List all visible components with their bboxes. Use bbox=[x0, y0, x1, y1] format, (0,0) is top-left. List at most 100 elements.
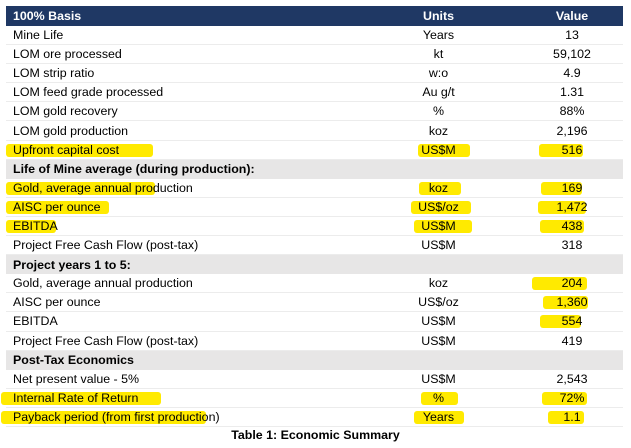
highlighter-mark bbox=[414, 219, 472, 233]
economic-summary-table: 100% Basis Units Value Mine Life Years 13 L… bbox=[1, 6, 623, 427]
header-basis: 100% Basis bbox=[13, 9, 82, 23]
table-row: LOM gold recovery% 88% bbox=[6, 102, 623, 122]
table-body: Mine Life Years 13 LOM ore processed kt 59,10… bbox=[1, 26, 623, 427]
row-units: koz bbox=[428, 276, 449, 291]
highlighter-mark bbox=[543, 296, 588, 310]
table-row: Payback period (from first production) Ye… bbox=[1, 408, 623, 427]
row-label: AISC per ounce bbox=[13, 199, 101, 214]
highlighter-mark bbox=[541, 181, 582, 195]
highlighter-mark bbox=[6, 200, 109, 214]
row-units: US$M bbox=[421, 371, 456, 386]
table-row: AISC per ounce US$/oz 1,360 bbox=[6, 293, 623, 313]
highlighter-mark bbox=[6, 219, 56, 233]
row-label: LOM strip ratio bbox=[13, 66, 95, 81]
row-units: US$/oz bbox=[418, 199, 459, 214]
row-label: LOM feed grade processed bbox=[13, 85, 164, 100]
highlighter-mark bbox=[542, 391, 587, 405]
table-row: EBITDA US$M 438 bbox=[6, 217, 623, 237]
row-label: Mine Life bbox=[13, 28, 64, 43]
row-units: koz bbox=[428, 123, 449, 138]
section-row: Life of Mine average (during production)… bbox=[6, 159, 623, 179]
section-row: Project years 1 to 5: bbox=[6, 255, 623, 275]
table-row: LOM feed grade processed Au g/t 1.31 bbox=[6, 83, 623, 103]
row-value: 88% bbox=[559, 104, 585, 119]
section-title: Project years 1 to 5: bbox=[13, 257, 131, 272]
row-label: LOM gold recovery bbox=[13, 104, 118, 119]
table-row: EBITDA US$M 554 bbox=[6, 312, 623, 332]
section-title: Post-Tax Economics bbox=[13, 353, 134, 368]
row-value: 13 bbox=[565, 28, 579, 43]
row-units: koz bbox=[428, 180, 449, 195]
row-units: Au g/t bbox=[422, 85, 455, 100]
row-units: US$M bbox=[421, 333, 456, 348]
highlighter-mark bbox=[532, 277, 587, 291]
row-value: 516 bbox=[561, 142, 583, 157]
row-value: 1.1 bbox=[563, 409, 581, 424]
row-value: 2,196 bbox=[556, 123, 588, 138]
highlighter-mark bbox=[1, 410, 206, 424]
highlighter-mark bbox=[1, 391, 161, 405]
highlighter-mark bbox=[538, 200, 586, 214]
highlighter-mark bbox=[6, 143, 153, 157]
table-row: Upfront capital cost US$M 516 bbox=[6, 141, 623, 160]
table-row: Project Free Cash Flow (post-tax) US$M 318 bbox=[6, 236, 623, 256]
row-label: Project Free Cash Flow (post-tax) bbox=[13, 238, 199, 253]
row-units: % bbox=[432, 104, 445, 119]
row-label: Internal Rate of Return bbox=[13, 390, 139, 405]
highlighter-mark bbox=[414, 410, 464, 424]
highlighter-mark bbox=[421, 391, 458, 405]
row-units: US$M bbox=[421, 142, 456, 157]
highlighter-mark bbox=[540, 315, 581, 329]
highlighter-mark bbox=[539, 143, 583, 157]
table-row: LOM strip ratio w:o 4.9 bbox=[6, 64, 623, 84]
row-label: Payback period (from first production) bbox=[13, 409, 220, 424]
row-label: AISC per ounce bbox=[13, 295, 101, 310]
table-row: Internal Rate of Return% 72% bbox=[1, 389, 623, 408]
table-row: Project Free Cash Flow (post-tax) US$M 419 bbox=[6, 332, 623, 351]
highlighter-mark bbox=[411, 200, 471, 214]
header-value: Value bbox=[555, 9, 589, 23]
table-row: Net present value - 5% US$M 2,543 bbox=[6, 370, 623, 389]
table-row: Gold, average annual production koz 169 bbox=[6, 179, 623, 198]
row-units: Years bbox=[422, 28, 455, 43]
table-row: LOM ore processed kt 59,102 bbox=[6, 45, 623, 65]
row-value: 4.9 bbox=[563, 66, 581, 81]
header-units: Units bbox=[423, 9, 454, 23]
row-label: LOM ore processed bbox=[13, 47, 122, 62]
row-label: Gold, average annual production bbox=[13, 180, 193, 195]
row-value: 72% bbox=[559, 390, 585, 405]
row-value: 419 bbox=[561, 333, 583, 348]
row-value: 59,102 bbox=[553, 47, 591, 62]
row-units: w:o bbox=[428, 66, 449, 81]
section-row: Post-Tax Economics bbox=[6, 350, 623, 370]
row-value: 204 bbox=[561, 276, 583, 291]
row-value: 1,360 bbox=[556, 295, 588, 310]
row-units: US$M bbox=[421, 218, 456, 233]
table-row: LOM gold production koz 2,196 bbox=[6, 121, 623, 141]
row-units: % bbox=[432, 390, 445, 405]
row-value: 2,543 bbox=[556, 371, 588, 386]
row-value: 554 bbox=[561, 314, 583, 329]
row-label: EBITDA bbox=[13, 218, 58, 233]
table-row: Mine Life Years 13 bbox=[6, 26, 623, 46]
table-header-row: 100% Basis Units Value bbox=[6, 6, 623, 26]
row-label: Upfront capital cost bbox=[13, 142, 120, 157]
row-value: 318 bbox=[561, 238, 583, 253]
row-label: Project Free Cash Flow (post-tax) bbox=[13, 333, 199, 348]
row-label: Net present value - 5% bbox=[13, 371, 140, 386]
row-units: US$M bbox=[421, 238, 456, 253]
table-row: AISC per ounce US$/oz 1,472 bbox=[6, 198, 623, 217]
highlighter-mark bbox=[548, 410, 584, 424]
row-units: US$/oz bbox=[418, 295, 459, 310]
table-row: Gold, average annual production koz 204 bbox=[6, 274, 623, 294]
highlighter-mark bbox=[6, 181, 155, 195]
row-value: 1.31 bbox=[559, 85, 585, 100]
row-label: Gold, average annual production bbox=[13, 276, 193, 291]
row-value: 1,472 bbox=[556, 199, 588, 214]
row-units: US$M bbox=[421, 314, 456, 329]
highlighter-mark bbox=[418, 143, 470, 157]
row-units: kt bbox=[433, 47, 444, 62]
row-units: Years bbox=[422, 409, 455, 424]
row-value: 438 bbox=[561, 218, 583, 233]
row-label: EBITDA bbox=[13, 314, 58, 329]
